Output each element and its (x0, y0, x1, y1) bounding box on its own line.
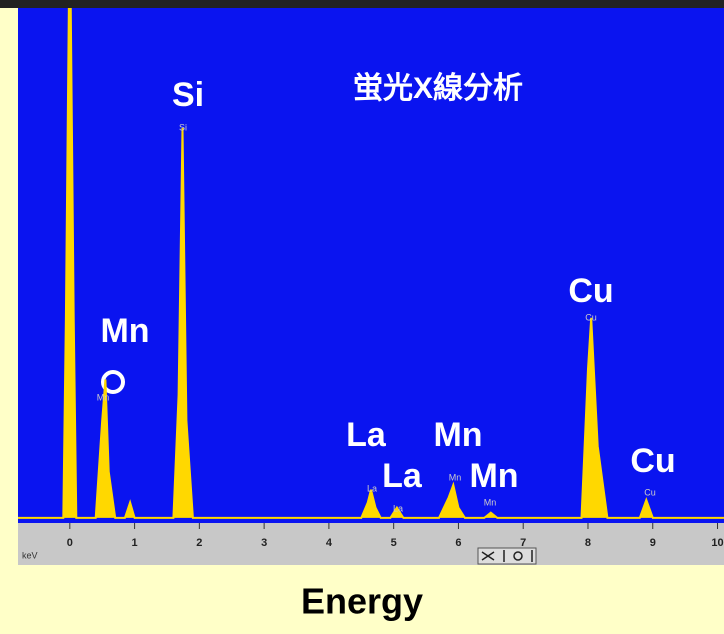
x-tick-label: 7 (520, 537, 526, 549)
chart: 蛍光X線分析 keV Energy 012345678910SiMnCuLaLa… (0, 0, 724, 634)
peak-label: La (382, 457, 423, 495)
x-tick-label: 10 (711, 537, 723, 549)
top-strip (0, 0, 724, 8)
x-tick-label: 2 (196, 537, 202, 549)
peak-small-label: La (393, 503, 403, 513)
chart-title: 蛍光X線分析 (353, 71, 523, 105)
peak-small-label: Cu (585, 312, 597, 322)
x-tick-label: 9 (650, 537, 656, 549)
peak-label: Cu (630, 442, 675, 480)
x-tick-label: 5 (391, 537, 397, 549)
peak-small-label: Mn (484, 497, 497, 507)
x-tick-label: 8 (585, 537, 591, 549)
axis-strip (18, 523, 724, 565)
peak-small-label: La (367, 483, 377, 493)
peak-label: Cu (568, 272, 613, 310)
peak-label: Mn (100, 312, 149, 350)
x-tick-label: 1 (132, 537, 138, 549)
peak-label: Mn (469, 457, 518, 495)
peak-small-label: Si (179, 122, 187, 132)
x-axis-label: Energy (301, 581, 423, 622)
peak-small-label: Mn (97, 392, 110, 402)
peak-small-label: Cu (644, 487, 656, 497)
controls (478, 548, 536, 564)
x-tick-label: 3 (261, 537, 267, 549)
x-tick-label: 4 (326, 537, 333, 549)
x-tick-label: 6 (455, 537, 461, 549)
peak-label: Mn (433, 416, 482, 454)
peak-small-label: Mn (449, 472, 462, 482)
x-unit-label: keV (22, 550, 38, 560)
x-tick-label: 0 (67, 537, 73, 549)
peak-label: Si (172, 76, 204, 114)
peak-label: La (346, 416, 387, 454)
